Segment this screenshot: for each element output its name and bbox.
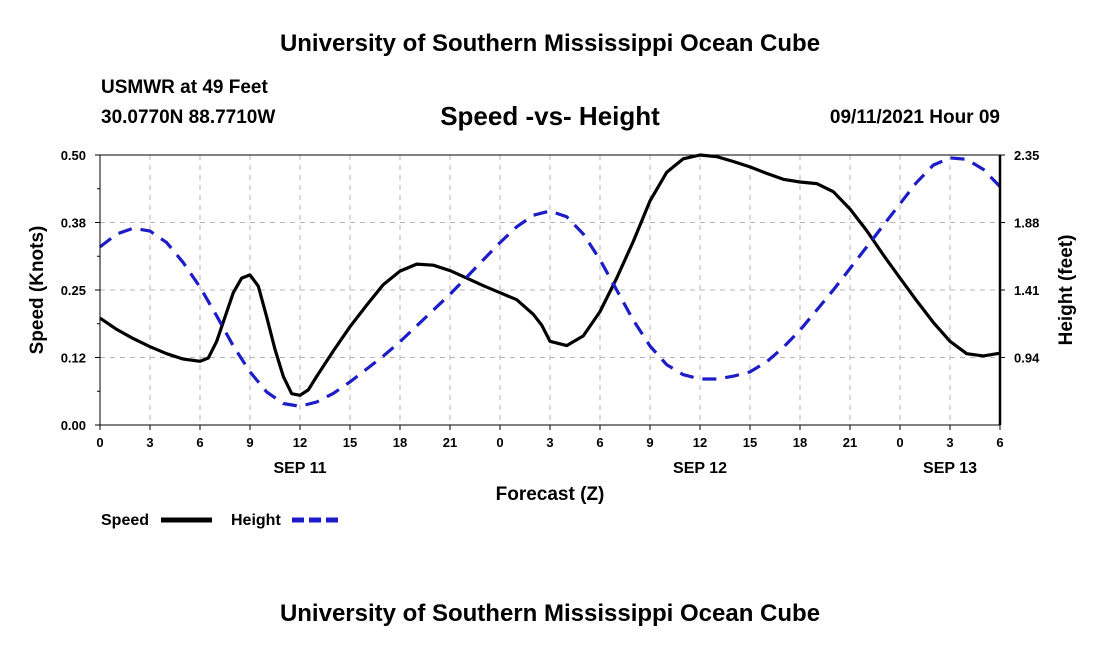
date-label: SEP 12 [673,460,727,477]
forecast-datetime: 09/11/2021 Hour 09 [829,107,1000,128]
x-tick-label: 21 [443,435,457,450]
x-tick-label: 18 [793,435,807,450]
x-tick-label: 0 [96,435,103,450]
y2-tick-label: 1.88 [1014,216,1039,231]
x-tick-label: 9 [246,435,253,450]
date-label: SEP 11 [273,460,326,477]
y2-axis-title: Height (feet) [1056,235,1077,346]
x-tick-label: 0 [496,435,503,450]
x-axis-title: Forecast (Z) [496,484,605,505]
y-tick-label: 0.25 [61,283,86,298]
date-label: SEP 13 [923,460,977,477]
y2-tick-label: 0.94 [1014,351,1040,366]
station-coordinates: 30.0770N 88.7710W [101,107,276,128]
y-tick-label: 0.00 [61,418,86,433]
y-axis-title: Speed (Knots) [27,226,48,355]
tick-labels: 0 3 6 9 12 15 18 21 0 3 6 9 12 15 18 21 0 3 6 SEP 11 SEP 12 S… [27,148,1077,505]
x-tick-label: 3 [146,435,153,450]
legend-speed-label: Speed [101,512,149,529]
x-tick-label: 15 [343,435,357,450]
y2-tick-label: 1.41 [1014,283,1039,298]
x-tick-label: 12 [293,435,307,450]
y-tick-label: 0.38 [61,216,86,231]
x-tick-label: 9 [646,435,653,450]
y2-tick-label: 2.35 [1014,148,1039,163]
legend: Speed Height [101,512,342,529]
chart-subtitle: Speed -vs- Height [440,101,660,131]
speed-series-line [99,153,1001,397]
footer-title: University of Southern Mississippi Ocean… [279,600,821,627]
height-series-line [99,156,1002,408]
x-tick-label: 6 [996,435,1003,450]
legend-height-label: Height [231,512,281,529]
axes [95,154,1005,430]
series-lines [99,153,1002,408]
x-tick-label: 6 [596,435,603,450]
x-tick-label: 18 [393,435,407,450]
chart-main-title: University of Southern Mississippi Ocean… [279,30,821,57]
x-tick-label: 3 [946,435,953,450]
y-tick-label: 0.12 [61,351,86,366]
grid-lines [100,155,1000,425]
x-tick-label: 6 [196,435,203,450]
x-tick-label: 15 [743,435,757,450]
x-tick-label: 21 [843,435,857,450]
x-tick-label: 3 [546,435,553,450]
x-tick-label: 12 [693,435,707,450]
station-label: USMWR at 49 Feet [101,77,268,98]
y-tick-label: 0.50 [61,148,86,163]
x-tick-label: 0 [896,435,903,450]
